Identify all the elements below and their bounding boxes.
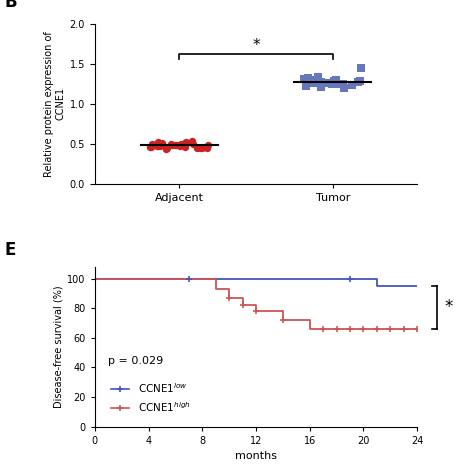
Point [348, 82, 356, 89]
Point [188, 137, 196, 145]
Point [171, 141, 179, 149]
Point [182, 140, 189, 147]
Point [336, 80, 343, 87]
Point [163, 143, 170, 151]
Point [325, 79, 333, 87]
Point [204, 141, 212, 149]
Point [153, 142, 161, 150]
Point [181, 139, 189, 146]
Point [309, 76, 316, 83]
Legend: CCNE1$^{low}$, CCNE1$^{high}$: CCNE1$^{low}$, CCNE1$^{high}$ [107, 377, 195, 418]
Point [310, 79, 317, 87]
Point [330, 77, 338, 85]
Point [182, 143, 189, 151]
Point [328, 81, 336, 88]
Point [302, 82, 310, 90]
Point [314, 73, 322, 81]
Point [203, 145, 210, 152]
Point [148, 141, 156, 148]
Point [177, 140, 184, 147]
Point [354, 78, 362, 86]
Point [317, 78, 325, 86]
Point [158, 139, 165, 146]
Point [146, 143, 154, 151]
Point [301, 75, 308, 82]
Y-axis label: Relative protein expression of
CCNE1: Relative protein expression of CCNE1 [44, 31, 65, 176]
Text: p = 0.029: p = 0.029 [108, 356, 164, 366]
Point [198, 144, 206, 151]
Point [176, 142, 184, 150]
Text: E: E [5, 241, 16, 259]
Text: *: * [252, 38, 260, 53]
Point [339, 80, 346, 87]
Point [163, 146, 170, 153]
Text: *: * [444, 299, 452, 317]
Point [196, 145, 203, 152]
Point [157, 141, 164, 148]
Point [168, 141, 175, 149]
Point [190, 140, 197, 147]
Point [332, 76, 339, 83]
Point [155, 142, 162, 150]
Point [356, 77, 364, 85]
Text: B: B [5, 0, 17, 11]
X-axis label: months: months [235, 451, 277, 461]
Point [155, 138, 162, 146]
Point [147, 143, 155, 151]
Point [318, 83, 325, 91]
Point [340, 84, 348, 91]
Y-axis label: Disease-free survival (%): Disease-free survival (%) [53, 285, 63, 408]
Point [306, 77, 313, 84]
Point [173, 141, 180, 149]
Point [164, 144, 171, 151]
Point [167, 140, 175, 147]
Point [156, 141, 164, 148]
Point [357, 64, 365, 72]
Point [156, 142, 164, 150]
Point [182, 138, 190, 146]
Point [304, 74, 312, 82]
Point [193, 144, 201, 151]
